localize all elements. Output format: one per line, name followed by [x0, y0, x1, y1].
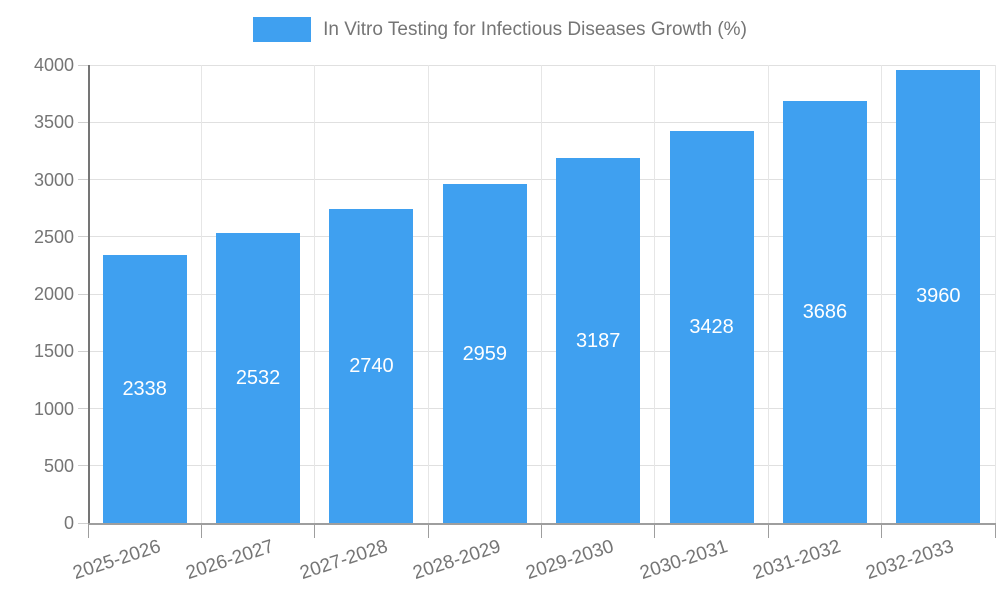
bar-value-label: 3960 — [916, 285, 961, 308]
y-axis-tick — [78, 465, 88, 467]
y-axis-tick-label: 0 — [63, 513, 74, 533]
x-axis-tick-label: 2030-2031 — [637, 536, 731, 585]
y-axis-tick-label: 4000 — [33, 55, 74, 75]
bar-value-label: 2338 — [122, 378, 167, 401]
x-axis-tick — [767, 523, 769, 538]
x-gridline — [200, 65, 202, 523]
plot-area: 2338 2532 2740 2959 3187 3428 3686 3960 — [78, 64, 996, 538]
y-axis-tick-label: 500 — [43, 455, 74, 476]
x-gridline — [881, 65, 883, 523]
y-axis-tick-label: 1000 — [33, 398, 74, 419]
y-axis-tick — [78, 121, 88, 123]
y-axis-tick-label: 1500 — [33, 341, 74, 362]
bar-2026-2027[interactable]: 2532 — [216, 233, 301, 523]
y-axis-tick — [78, 293, 88, 295]
x-axis-tick — [314, 523, 316, 538]
bar-2031-2032[interactable]: 3686 — [782, 100, 867, 523]
y-axis-tick — [78, 64, 88, 66]
x-gridline — [427, 65, 429, 523]
x-gridline — [314, 65, 316, 523]
bar-value-label: 2740 — [349, 355, 394, 378]
x-axis-tick — [654, 523, 656, 538]
x-axis-tick-label: 2032-2033 — [863, 536, 957, 585]
x-gridline — [541, 65, 542, 523]
x-axis-tick-label: 2026-2027 — [183, 536, 277, 585]
y-axis-tick — [78, 522, 88, 524]
x-gridline — [767, 65, 769, 523]
y-axis-tick-label: 2000 — [33, 284, 74, 304]
y-axis-tick — [78, 236, 88, 238]
x-gridline — [994, 65, 996, 523]
bar-value-label: 3428 — [689, 315, 734, 338]
chart-legend: In Vitro Testing for Infectious Diseases… — [0, 17, 1000, 42]
bar-2025-2026[interactable]: 2338 — [102, 255, 187, 523]
y-axis-tick-label: 2500 — [33, 226, 74, 247]
bar-value-label: 2959 — [462, 342, 508, 365]
bar-2032-2033[interactable]: 3960 — [896, 69, 981, 523]
x-axis-tick — [87, 523, 89, 538]
bar-2027-2028[interactable]: 2740 — [329, 209, 414, 523]
bar-2030-2031[interactable]: 3428 — [669, 130, 754, 523]
x-axis-tick-label: 2025-2026 — [70, 536, 164, 585]
x-axis-tick-label: 2027-2028 — [297, 536, 390, 585]
x-axis-tick — [994, 523, 996, 538]
y-axis-tick-label: 3000 — [33, 169, 74, 190]
y-axis-tick-label: 3500 — [33, 112, 74, 133]
bar-2028-2029[interactable]: 2959 — [442, 184, 527, 523]
bar-2029-2030[interactable]: 3187 — [556, 158, 641, 523]
x-axis-tick-label: 2028-2029 — [410, 536, 504, 585]
bar-value-label: 2532 — [235, 367, 281, 390]
y-axis-tick — [78, 408, 88, 409]
y-axis-line — [88, 65, 90, 523]
y-axis-tick — [78, 179, 88, 180]
x-axis-tick-label: 2029-2030 — [523, 536, 617, 585]
x-axis-tick — [200, 523, 202, 538]
bar-value-label: 3686 — [802, 300, 848, 323]
x-axis-line — [88, 523, 995, 525]
y-axis-tick — [78, 350, 88, 352]
x-axis-tick — [427, 523, 429, 538]
legend-label: In Vitro Testing for Infectious Diseases… — [323, 18, 747, 40]
x-axis-tick — [541, 523, 542, 538]
x-axis-tick — [881, 523, 883, 538]
x-gridline — [654, 65, 656, 523]
legend-swatch — [253, 17, 312, 42]
bar-value-label: 3187 — [575, 329, 621, 352]
x-axis-tick-label: 2031-2032 — [750, 536, 844, 585]
